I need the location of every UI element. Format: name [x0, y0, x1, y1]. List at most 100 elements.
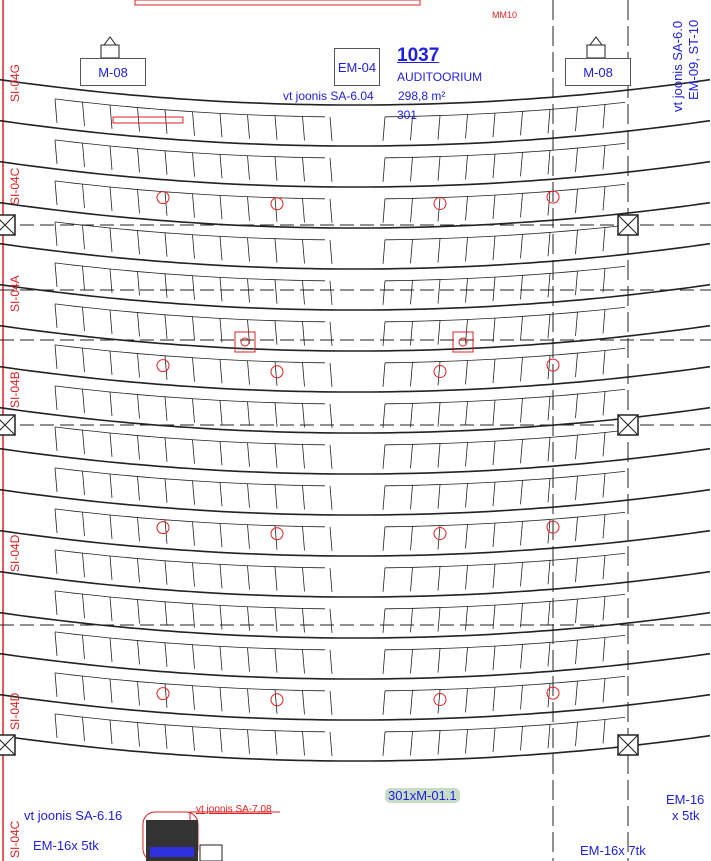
seat-divider — [82, 266, 85, 291]
seat-front-line — [384, 594, 626, 610]
seat-divider — [82, 143, 85, 168]
seat-divider — [465, 483, 468, 508]
seat-front-line — [54, 221, 326, 241]
seat-divider — [602, 432, 606, 457]
seat-divider — [437, 730, 441, 755]
column — [0, 734, 16, 756]
seat-divider — [547, 191, 551, 216]
section-mark: SI-04G — [8, 63, 22, 102]
speaker-marker-icon — [270, 693, 284, 707]
speaker-marker-icon — [270, 365, 284, 379]
row-arc — [0, 734, 711, 762]
seat-divider — [520, 152, 523, 177]
seat-divider — [492, 277, 496, 302]
seat-divider — [602, 596, 606, 621]
seat-divider — [109, 227, 113, 252]
seat-divider — [492, 482, 496, 507]
seat-divider — [520, 685, 523, 710]
seat-divider — [219, 687, 223, 712]
seat-divider — [520, 193, 523, 218]
seat-divider — [382, 444, 386, 469]
seat-divider — [575, 681, 578, 706]
seat-divider — [602, 514, 606, 539]
seat-divider — [547, 232, 551, 257]
seat-divider — [382, 403, 386, 428]
seat-divider — [247, 688, 250, 713]
seat-divider — [465, 647, 468, 672]
row-arc — [0, 529, 711, 557]
seat-divider — [82, 553, 85, 578]
seat-divider — [437, 115, 441, 140]
seat-divider — [329, 280, 333, 305]
seat-divider — [137, 353, 140, 378]
reference-top-center: vt joonis SA-6.04 — [283, 89, 374, 103]
seat-divider — [329, 362, 333, 387]
seat-divider — [329, 116, 333, 141]
speaker-marker-icon — [270, 527, 284, 541]
seat-divider — [109, 514, 113, 539]
section-mark: SI-04D — [8, 534, 22, 572]
seat-divider — [219, 359, 223, 384]
projector-icon — [103, 36, 117, 46]
seat-divider — [109, 186, 113, 211]
speaker-marker-icon — [546, 520, 560, 534]
projector-icon — [100, 44, 120, 59]
seat-divider — [382, 526, 386, 551]
seat-divider — [164, 150, 168, 175]
seat-divider — [219, 482, 223, 507]
seat-divider — [492, 687, 496, 712]
seat-divider — [329, 649, 333, 674]
equipment-label: M-08 — [583, 64, 613, 80]
seat-divider — [520, 275, 523, 300]
seat-divider — [247, 483, 250, 508]
em-count-right: EM-16x 7tk — [580, 843, 646, 858]
seat-divider — [54, 139, 58, 164]
seat-divider — [247, 401, 250, 426]
seat-divider — [492, 154, 496, 179]
seat-divider — [247, 360, 250, 385]
seat-divider — [192, 439, 195, 464]
room-number: 1037 — [397, 45, 440, 66]
speaker-marker-icon — [546, 190, 560, 204]
seat-divider — [575, 271, 578, 296]
seat-divider — [382, 157, 386, 182]
row-arc — [0, 406, 711, 434]
seat-divider — [192, 521, 195, 546]
seat-divider — [410, 157, 413, 182]
seat-divider — [192, 685, 195, 710]
seat-divider — [137, 230, 140, 255]
seat-divider — [547, 150, 551, 175]
seat-divider — [82, 512, 85, 537]
seat-divider — [302, 198, 305, 223]
seat-divider — [437, 402, 441, 427]
seat-divider — [219, 441, 223, 466]
speaker-marker-icon — [156, 521, 170, 535]
seat-divider — [575, 394, 578, 419]
seat-front-line — [54, 344, 326, 364]
seat-divider — [164, 396, 168, 421]
seat-front-line — [384, 102, 626, 118]
seat-divider — [575, 722, 578, 747]
seat-divider — [302, 608, 305, 633]
seat-divider — [437, 238, 441, 263]
seat-divider — [492, 441, 496, 466]
seat-divider — [382, 485, 386, 510]
seat-divider — [602, 104, 606, 129]
seat-divider — [410, 444, 413, 469]
seat-divider — [54, 590, 58, 615]
seat-divider — [382, 608, 386, 633]
stage-edge — [134, 0, 421, 6]
seat-divider — [54, 426, 58, 451]
seat-divider — [302, 649, 305, 674]
seat-divider — [82, 717, 85, 742]
seat-divider — [164, 560, 168, 585]
seat-divider — [382, 567, 386, 592]
seat-divider — [192, 480, 195, 505]
seat-divider — [109, 637, 113, 662]
seat-divider — [575, 517, 578, 542]
seat-divider — [602, 637, 606, 662]
row-arc — [0, 570, 711, 598]
seat-divider — [192, 357, 195, 382]
seat-divider — [54, 221, 58, 246]
seat-divider — [164, 191, 168, 216]
